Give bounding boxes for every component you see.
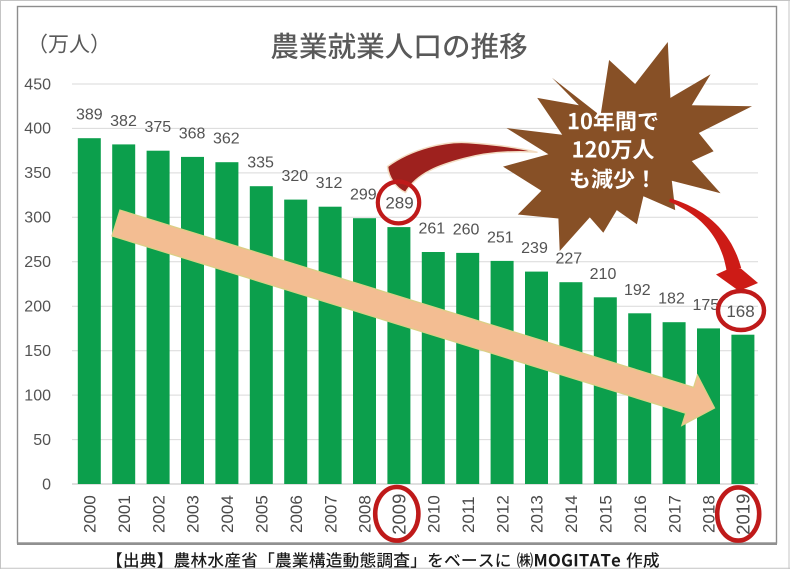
svg-text:368: 368 [179, 125, 206, 142]
svg-text:2005: 2005 [253, 495, 272, 533]
svg-text:2011: 2011 [459, 496, 478, 533]
svg-text:251: 251 [487, 229, 514, 246]
svg-text:2006: 2006 [287, 495, 306, 533]
svg-text:2013: 2013 [528, 495, 547, 533]
svg-text:375: 375 [144, 119, 171, 136]
svg-text:260: 260 [453, 221, 480, 238]
svg-text:210: 210 [590, 266, 617, 283]
svg-text:2012: 2012 [493, 495, 512, 533]
svg-text:0: 0 [42, 476, 51, 493]
svg-text:250: 250 [24, 254, 51, 271]
svg-text:2010: 2010 [425, 495, 444, 533]
svg-text:2004: 2004 [218, 495, 237, 533]
svg-text:150: 150 [24, 343, 51, 360]
svg-text:2016: 2016 [631, 495, 650, 533]
svg-text:2017: 2017 [665, 495, 684, 533]
svg-text:192: 192 [624, 282, 651, 299]
svg-text:300: 300 [24, 210, 51, 227]
svg-text:182: 182 [658, 291, 685, 308]
svg-text:320: 320 [281, 168, 308, 185]
svg-text:168: 168 [726, 302, 754, 321]
svg-text:2003: 2003 [184, 495, 203, 533]
svg-text:261: 261 [418, 221, 445, 238]
svg-text:400: 400 [24, 121, 51, 138]
svg-text:239: 239 [521, 240, 548, 257]
svg-text:350: 350 [24, 165, 51, 182]
svg-text:2008: 2008 [356, 495, 375, 533]
svg-text:382: 382 [110, 113, 137, 130]
svg-text:335: 335 [247, 155, 274, 172]
svg-text:227: 227 [555, 251, 582, 268]
svg-text:2001: 2001 [115, 495, 134, 533]
svg-text:175: 175 [692, 297, 719, 314]
svg-text:2014: 2014 [562, 495, 581, 533]
svg-text:450: 450 [24, 76, 51, 93]
svg-text:200: 200 [24, 299, 51, 316]
svg-text:2019: 2019 [733, 494, 754, 535]
svg-text:299: 299 [350, 187, 377, 204]
svg-text:2007: 2007 [321, 495, 340, 533]
svg-text:2002: 2002 [149, 495, 168, 533]
svg-text:100: 100 [24, 387, 51, 404]
svg-text:2009: 2009 [389, 494, 410, 535]
svg-text:2000: 2000 [81, 495, 100, 533]
svg-text:2018: 2018 [700, 495, 719, 533]
svg-text:389: 389 [76, 107, 103, 124]
svg-text:50: 50 [33, 432, 51, 449]
svg-text:2015: 2015 [597, 495, 616, 533]
svg-text:362: 362 [213, 131, 240, 148]
svg-text:289: 289 [385, 194, 413, 213]
svg-text:312: 312 [316, 175, 343, 192]
